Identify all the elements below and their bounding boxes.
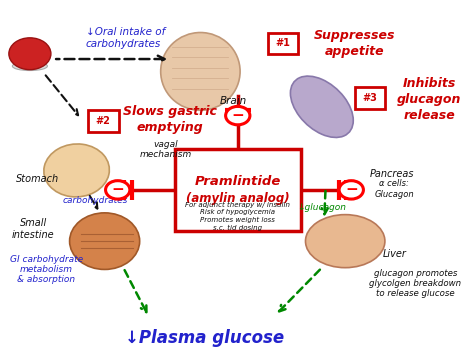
FancyBboxPatch shape bbox=[268, 33, 299, 54]
Text: #2: #2 bbox=[96, 116, 110, 126]
Text: Stomach: Stomach bbox=[16, 174, 59, 184]
Text: Brain: Brain bbox=[219, 97, 246, 106]
Circle shape bbox=[106, 181, 130, 199]
Ellipse shape bbox=[161, 33, 240, 110]
Circle shape bbox=[339, 181, 364, 199]
Text: −: − bbox=[231, 108, 244, 123]
Circle shape bbox=[9, 38, 51, 70]
Circle shape bbox=[226, 106, 250, 125]
Text: #3: #3 bbox=[362, 93, 377, 103]
Ellipse shape bbox=[44, 144, 109, 197]
Text: α cells:
Glucagon: α cells: Glucagon bbox=[374, 179, 414, 198]
FancyBboxPatch shape bbox=[175, 149, 301, 230]
Text: ↓Plasma glucose: ↓Plasma glucose bbox=[126, 329, 284, 348]
Ellipse shape bbox=[12, 62, 47, 71]
Ellipse shape bbox=[291, 76, 353, 137]
Text: GI carbohydrate
metabolism
& absorption: GI carbohydrate metabolism & absorption bbox=[9, 255, 83, 284]
Text: Liver: Liver bbox=[383, 248, 406, 258]
FancyBboxPatch shape bbox=[88, 110, 118, 132]
Text: For adjunct therapy w/ insulin
Risk of hypoglycemia
Promotes weight loss
s.c. ti: For adjunct therapy w/ insulin Risk of h… bbox=[185, 202, 290, 231]
Text: #1: #1 bbox=[276, 38, 291, 48]
Ellipse shape bbox=[70, 213, 140, 269]
Ellipse shape bbox=[306, 215, 385, 268]
Text: Slows gastric
emptying: Slows gastric emptying bbox=[123, 105, 217, 133]
Text: glucagon promotes
glycolgen breakdown
to release glucose: glucagon promotes glycolgen breakdown to… bbox=[369, 269, 461, 299]
Text: Pramlintide: Pramlintide bbox=[194, 175, 281, 187]
Text: carbohydrates: carbohydrates bbox=[63, 196, 128, 205]
Text: −: − bbox=[111, 182, 124, 197]
Text: Inhibits
glucagon
release: Inhibits glucagon release bbox=[397, 77, 462, 122]
Text: Pancreas: Pancreas bbox=[370, 169, 414, 179]
Text: −: − bbox=[345, 182, 358, 197]
FancyBboxPatch shape bbox=[355, 87, 385, 109]
Text: (amylin analog): (amylin analog) bbox=[186, 192, 290, 205]
Text: Suppresses
appetite: Suppresses appetite bbox=[314, 29, 395, 58]
Text: ↓Oral intake of
carbohydrates: ↓Oral intake of carbohydrates bbox=[86, 27, 165, 49]
Text: Small
intestine: Small intestine bbox=[12, 218, 55, 240]
Text: vagal
mechanism: vagal mechanism bbox=[139, 140, 191, 159]
Text: ↓glucagon: ↓glucagon bbox=[297, 203, 346, 212]
